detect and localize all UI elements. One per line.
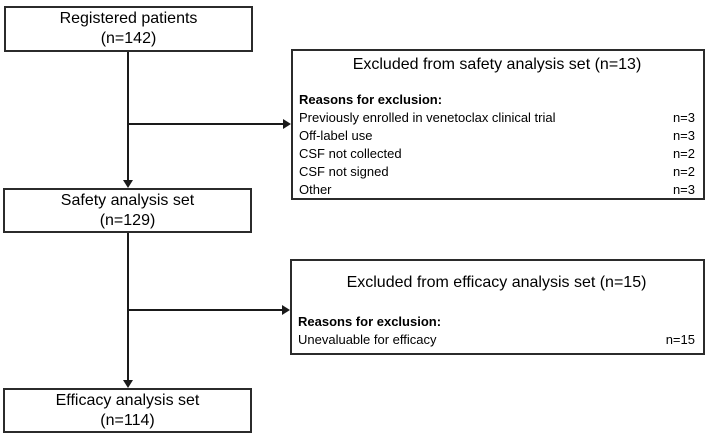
excluded-efficacy-reasons-label: Reasons for exclusion: [298,314,442,329]
excluded-efficacy-title: Excluded from efficacy analysis set (n=1… [346,274,647,291]
excluded-efficacy-box: Excluded from efficacy analysis set (n=1… [290,259,705,355]
efficacy-analysis-set-count: (n=114) [100,411,155,429]
arrow-right-icon [283,119,291,129]
arrow-right-icon [282,305,290,315]
reason-row: CSF not collected n=2 [299,145,695,163]
excluded-safety-reasons-label: Reasons for exclusion: [299,92,443,107]
excluded-safety-box: Excluded from safety analysis set (n=13)… [291,49,705,200]
reason-row: Other n=3 [299,181,695,199]
reason-label: Off-label use [299,128,373,143]
connector-safety-to-efficacy [127,233,129,382]
reason-label: Unevaluable for efficacy [298,332,437,347]
reason-row: Off-label use n=3 [299,127,695,145]
safety-analysis-set-title: Safety analysis set [60,191,195,209]
registered-patients-count: (n=142) [100,30,157,47]
connector-to-excluded-safety [127,123,284,125]
safety-analysis-set-box: Safety analysis set (n=129) [3,188,252,233]
reason-label: CSF not signed [299,164,389,179]
reason-row: Previously enrolled in venetoclax clinic… [299,109,695,127]
reason-label: Previously enrolled in venetoclax clinic… [299,110,556,125]
efficacy-analysis-set-title: Efficacy analysis set [55,391,200,409]
reason-value: n=3 [672,110,695,125]
reason-value: n=3 [672,182,695,197]
reason-value: n=2 [672,146,695,161]
safety-analysis-set-count: (n=129) [99,211,156,229]
excluded-safety-title: Excluded from safety analysis set (n=13) [352,56,642,73]
reason-row: CSF not signed n=2 [299,163,695,181]
arrow-down-icon [123,180,133,188]
reason-value: n=3 [672,128,695,143]
reason-label: CSF not collected [299,146,402,161]
reason-value: n=2 [672,164,695,179]
connector-to-excluded-efficacy [127,309,283,311]
connector-registered-to-safety [127,52,129,182]
arrow-down-icon [123,380,133,388]
reason-value: n=15 [665,332,695,347]
reason-row: Unevaluable for efficacy n=15 [298,331,695,349]
registered-patients-box: Registered patients (n=142) [4,6,253,52]
efficacy-analysis-set-box: Efficacy analysis set (n=114) [3,388,252,433]
reason-label: Other [299,182,332,197]
registered-patients-title: Registered patients [59,10,198,27]
